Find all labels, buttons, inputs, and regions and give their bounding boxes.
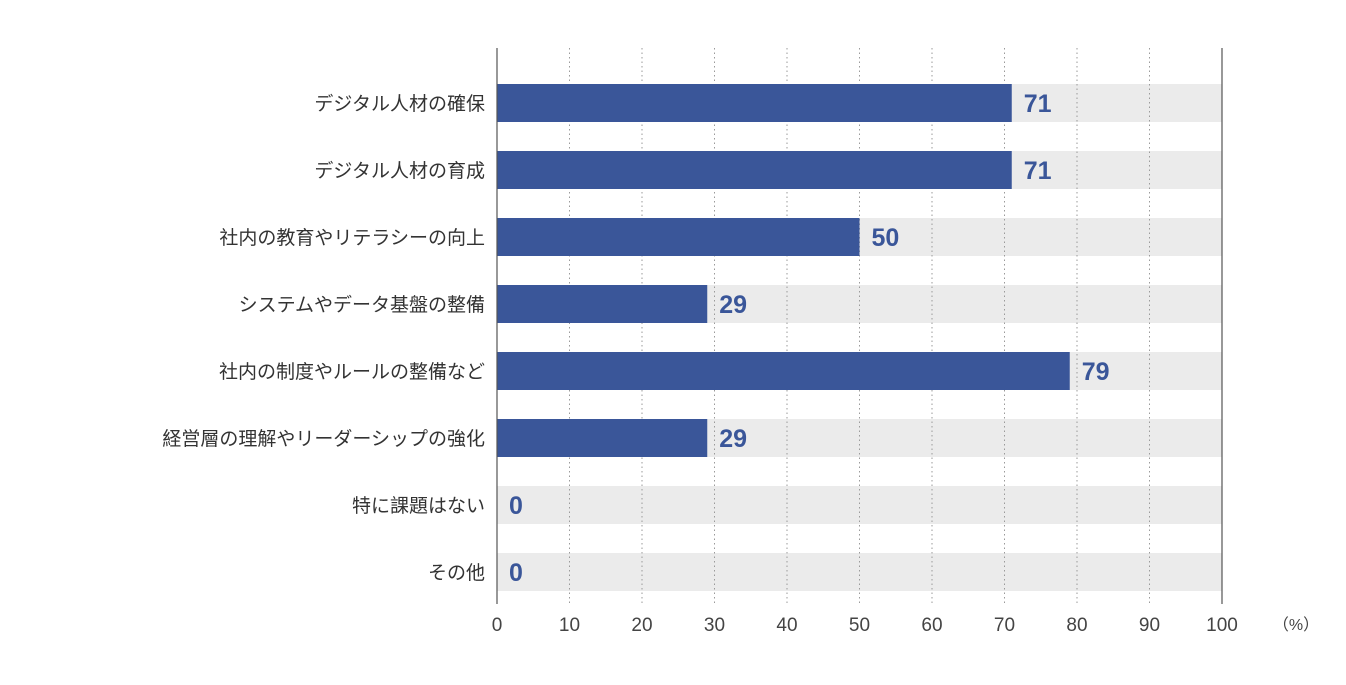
x-tick-label: 80: [1066, 615, 1087, 636]
value-label: 79: [1082, 358, 1110, 386]
bar-track: [497, 486, 1222, 524]
bar: [497, 218, 860, 256]
bar: [497, 352, 1070, 390]
x-tick-label: 100: [1206, 615, 1238, 636]
bar: [497, 151, 1012, 189]
bar: [497, 419, 708, 457]
category-labels: デジタル人材の確保デジタル人材の育成社内の教育やリテラシーの向上システムやデータ…: [162, 93, 485, 584]
category-label: その他: [428, 562, 485, 584]
bar: [497, 285, 708, 323]
value-label: 0: [509, 492, 523, 520]
bars: [497, 84, 1070, 457]
x-tick-label: 70: [994, 615, 1015, 636]
category-label: デジタル人材の確保: [314, 93, 485, 115]
value-label: 29: [719, 425, 747, 453]
grid-lines: [569, 48, 1223, 604]
category-label: 社内の教育やリテラシーの向上: [219, 227, 485, 249]
x-tick-label: 60: [921, 615, 942, 636]
category-label: 社内の制度やルールの整備など: [219, 361, 485, 383]
category-label: 特に課題はない: [352, 495, 485, 517]
x-tick-label: 30: [704, 615, 725, 636]
category-label: システムやデータ基盤の整備: [239, 294, 485, 316]
x-tick-label: 0: [492, 615, 503, 636]
value-label: 50: [872, 224, 900, 252]
value-label: 29: [719, 291, 747, 319]
x-tick-label: 20: [631, 615, 652, 636]
bar: [497, 84, 1012, 122]
category-label: 経営層の理解やリーダーシップの強化: [162, 428, 485, 450]
x-tick-label: 40: [776, 615, 797, 636]
x-tick-label: 90: [1139, 615, 1160, 636]
value-labels: 71 71 50 29 79 29 0 0: [509, 90, 1110, 587]
x-tick-label: 10: [559, 615, 580, 636]
value-label: 0: [509, 559, 523, 587]
unit-label: （%）: [1273, 616, 1319, 634]
value-label: 71: [1024, 90, 1052, 118]
bar-track: [497, 553, 1222, 591]
category-label: デジタル人材の育成: [314, 160, 485, 182]
x-tick-labels: 0 10 20 30 40 50 60 70 80 90 100: [492, 615, 1238, 636]
x-tick-label: 50: [849, 615, 870, 636]
value-label: 71: [1024, 157, 1052, 185]
